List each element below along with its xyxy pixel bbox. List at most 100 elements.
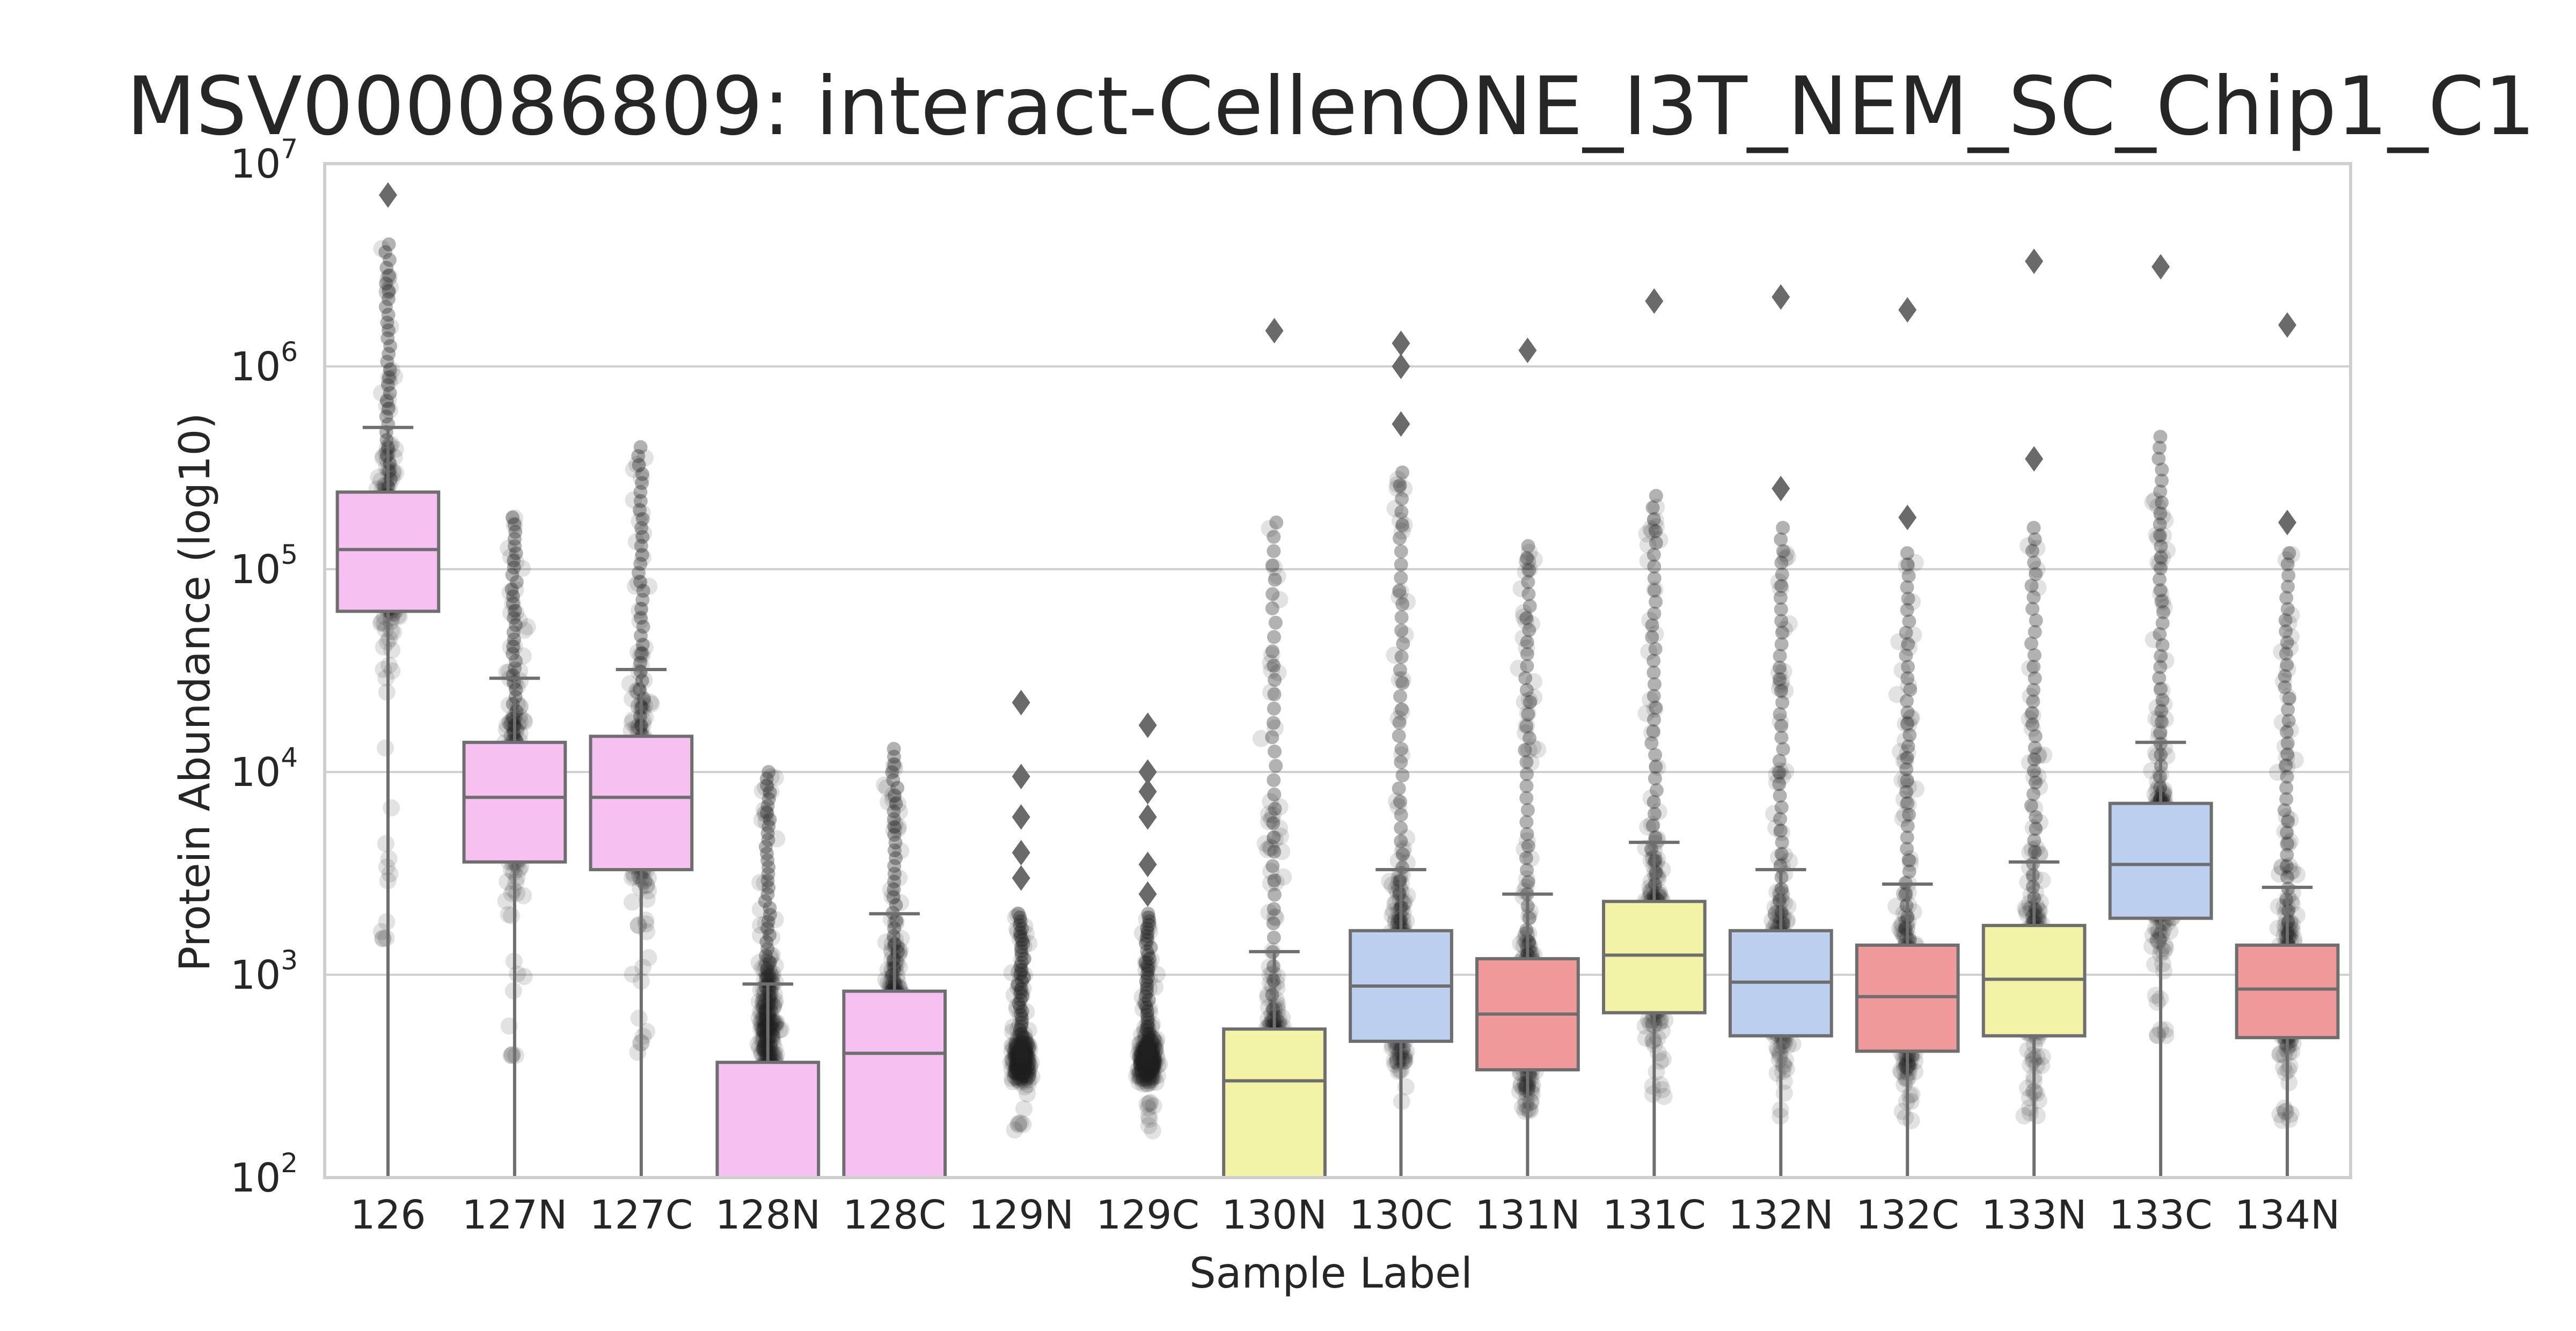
data-point — [1144, 1049, 1161, 1067]
x-tick-label: 128C — [843, 1192, 946, 1238]
plot-frame — [323, 162, 2352, 1179]
data-point — [1260, 805, 1278, 823]
data-point — [1142, 914, 1157, 929]
data-point — [1144, 1053, 1161, 1071]
y-tick-base: 10 — [230, 1155, 281, 1201]
data-point — [630, 698, 648, 716]
data-point — [1900, 717, 1915, 731]
data-point — [1901, 850, 1919, 867]
data-point — [1018, 1034, 1035, 1052]
data-point — [1012, 1049, 1030, 1067]
data-point — [1517, 1096, 1535, 1114]
data-point — [1776, 520, 1790, 535]
data-point — [1275, 868, 1292, 886]
data-point — [763, 955, 777, 969]
data-point — [1138, 1040, 1155, 1058]
data-point — [1767, 819, 1785, 837]
data-point — [1522, 850, 1540, 867]
data-point — [1521, 1069, 1539, 1086]
x-tick-label: 129C — [1096, 1192, 1199, 1238]
data-point — [759, 948, 773, 963]
y-tick-exponent: 5 — [281, 539, 298, 570]
data-point — [1763, 912, 1781, 930]
data-point — [504, 711, 522, 729]
data-point — [1013, 1000, 1028, 1014]
data-point — [1019, 1063, 1037, 1081]
data-point — [1132, 1063, 1150, 1080]
data-point — [1146, 979, 1164, 996]
data-point — [751, 1003, 769, 1021]
data-point — [763, 968, 781, 986]
data-point — [632, 682, 647, 697]
data-point — [642, 695, 660, 713]
data-point — [760, 778, 774, 793]
data-point — [2155, 695, 2173, 713]
data-point — [634, 1027, 652, 1045]
data-point — [2281, 922, 2299, 940]
data-point — [1140, 1000, 1158, 1018]
data-point — [1146, 1041, 1164, 1058]
data-point — [1392, 716, 1407, 730]
data-point — [632, 469, 650, 487]
data-point — [1140, 1004, 1155, 1018]
data-point — [1389, 470, 1407, 488]
y-tick-label: 106 — [230, 336, 298, 390]
data-point — [2155, 616, 2170, 630]
data-point — [2033, 1048, 2051, 1065]
data-point — [508, 604, 522, 618]
data-point — [757, 1020, 774, 1038]
data-point — [1011, 1054, 1028, 1071]
data-point — [1896, 1061, 1913, 1078]
data-point — [2279, 835, 2297, 853]
data-point — [1891, 920, 1908, 937]
data-point — [1774, 800, 1789, 814]
data-point — [1140, 918, 1158, 936]
data-point — [1016, 937, 1030, 951]
data-point — [883, 961, 901, 979]
data-point — [1012, 1054, 1029, 1072]
data-point — [2143, 762, 2161, 780]
data-point — [2155, 495, 2169, 510]
data-point — [1132, 1050, 1150, 1068]
data-point — [757, 813, 775, 831]
data-point — [1517, 878, 1535, 896]
data-point — [1773, 591, 1788, 605]
data-point — [1520, 659, 1534, 673]
data-point — [1648, 642, 1663, 656]
data-point — [887, 820, 902, 834]
outlier-marker — [1012, 804, 1030, 830]
data-point — [382, 370, 396, 385]
data-point — [1014, 1063, 1031, 1080]
data-point — [1011, 1054, 1029, 1072]
data-point — [1019, 1076, 1037, 1093]
data-point — [1268, 744, 1282, 759]
data-point — [1268, 979, 1286, 997]
data-point — [762, 1019, 779, 1037]
data-point — [1004, 1073, 1022, 1091]
data-point — [2153, 583, 2168, 598]
data-point — [1393, 663, 1407, 677]
data-point — [1522, 563, 1536, 577]
data-point — [1138, 1042, 1156, 1060]
data-point — [758, 894, 772, 908]
data-point — [1780, 615, 1798, 633]
data-point — [499, 873, 516, 891]
data-point — [1267, 773, 1281, 788]
data-point — [2155, 693, 2170, 707]
data-point — [1007, 1046, 1024, 1063]
data-point — [2029, 821, 2043, 836]
data-point — [1144, 1034, 1161, 1052]
data-point — [1132, 1049, 1150, 1067]
data-point — [753, 811, 771, 829]
data-point — [2278, 669, 2292, 683]
data-point — [1140, 1036, 1158, 1054]
data-point — [1138, 1061, 1156, 1079]
data-point — [880, 793, 897, 811]
data-point — [1140, 922, 1154, 936]
data-point — [1900, 603, 1914, 617]
data-point — [2035, 746, 2053, 764]
data-point — [1137, 1027, 1154, 1045]
data-point — [2029, 810, 2043, 825]
data-point — [761, 1002, 779, 1019]
data-point — [1015, 1060, 1033, 1078]
